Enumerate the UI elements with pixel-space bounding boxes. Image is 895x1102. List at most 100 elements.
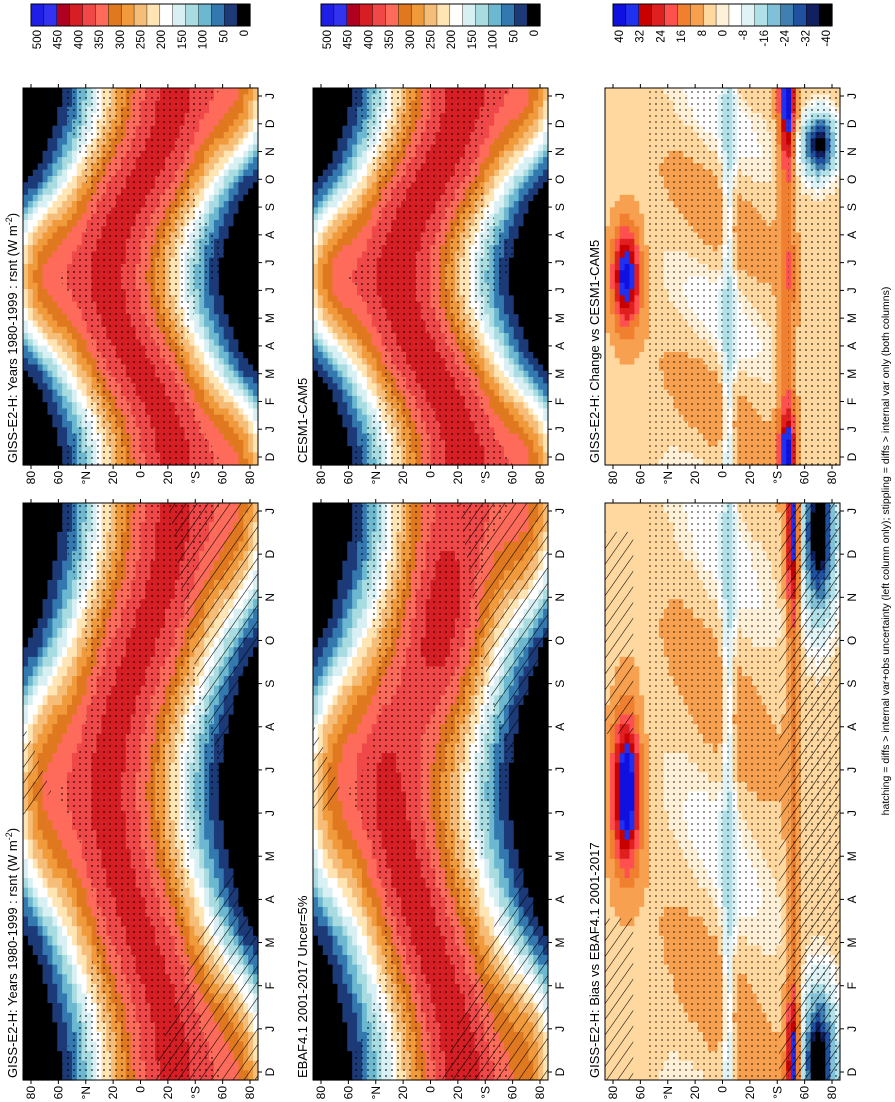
- heatmap-cell: [62, 333, 68, 340]
- heatmap-cell: [57, 113, 63, 121]
- heatmap-cell: [23, 427, 29, 435]
- heatmap-cell: [42, 1012, 49, 1023]
- heatmap-cell: [42, 714, 49, 725]
- heatmap-cell: [233, 801, 240, 812]
- heatmap-cell: [62, 753, 68, 764]
- heatmap-cell: [204, 887, 210, 898]
- heatmap-cell: [27, 945, 34, 956]
- heatmap-cell: [204, 858, 210, 870]
- heatmap-cell: [27, 446, 34, 454]
- heatmap-cell: [62, 839, 68, 850]
- heatmap-cell: [42, 333, 49, 340]
- heatmap-cell: [57, 906, 63, 918]
- heatmap-cell: [42, 125, 49, 133]
- heatmap-cell: [76, 714, 83, 725]
- heatmap-cell: [52, 541, 58, 552]
- heatmap-cell: [52, 724, 58, 735]
- heatmap-cell: [52, 282, 58, 290]
- heatmap-cell: [57, 257, 63, 265]
- heatmap-cell: [52, 1060, 58, 1071]
- heatmap-cell: [204, 897, 210, 908]
- heatmap-cell: [27, 358, 34, 366]
- heatmap-cell: [32, 916, 39, 927]
- heatmap-cell: [23, 637, 29, 648]
- heatmap-cell: [42, 704, 49, 716]
- heatmap-cell: [47, 704, 53, 716]
- heatmap-cell: [47, 439, 53, 447]
- heatmap-cell: [52, 733, 58, 745]
- heatmap-cell: [52, 295, 58, 303]
- heatmap-cell: [23, 263, 29, 271]
- heatmap-cell: [199, 878, 205, 889]
- heatmap-cell: [67, 868, 73, 879]
- heatmap-cell: [27, 849, 34, 860]
- heatmap-cell: [42, 345, 49, 353]
- month-tick-label: M: [263, 851, 277, 861]
- heatmap-cell: [62, 358, 68, 366]
- heatmap-cell: [47, 849, 53, 860]
- heatmap-cell: [71, 163, 78, 171]
- heatmap-cell: [42, 257, 49, 265]
- heatmap-cell: [47, 175, 53, 183]
- heatmap-cell: [37, 743, 44, 754]
- heatmap-cell: [23, 106, 29, 114]
- heatmap-cell: [42, 339, 49, 347]
- heatmap-cell: [23, 320, 29, 328]
- heatmap-cell: [32, 608, 39, 619]
- heatmap-cell: [42, 685, 49, 696]
- heatmap-cell: [52, 704, 58, 716]
- heatmap-cell: [47, 993, 53, 1004]
- heatmap-cell: [218, 810, 225, 821]
- heatmap-cell: [23, 333, 29, 340]
- heatmap-cell: [67, 144, 73, 152]
- heatmap-cell: [23, 433, 29, 441]
- heatmap-cell: [81, 333, 88, 340]
- heatmap-cell: [47, 219, 53, 227]
- heatmap-cell: [47, 289, 53, 296]
- heatmap-cell: [37, 276, 44, 284]
- heatmap-cell: [238, 801, 244, 812]
- heatmap-cell: [52, 829, 58, 841]
- heatmap-cell: [32, 878, 39, 889]
- heatmap-cell: [42, 307, 49, 315]
- heatmap-cell: [76, 839, 83, 850]
- heatmap-cell: [27, 94, 34, 102]
- heatmap-cell: [27, 704, 34, 716]
- heatmap-cell: [62, 608, 68, 619]
- heatmap-cell: [27, 531, 34, 543]
- heatmap-cell: [86, 935, 93, 946]
- heatmap-cell: [42, 637, 49, 648]
- heatmap-cell: [37, 906, 44, 918]
- heatmap-cell: [52, 238, 58, 246]
- heatmap-cell: [27, 503, 34, 514]
- heatmap-cell: [57, 551, 63, 562]
- heatmap-cell: [42, 1041, 49, 1052]
- heatmap-cell: [71, 704, 78, 716]
- heatmap-cell: [27, 383, 34, 391]
- heatmap-cell: [37, 541, 44, 552]
- heatmap-cell: [27, 144, 34, 152]
- heatmap-cell: [76, 238, 83, 246]
- heatmap-cell: [76, 326, 83, 334]
- heatmap-cell: [57, 307, 63, 315]
- heatmap-cell: [32, 1051, 39, 1062]
- heatmap-cell: [57, 954, 63, 966]
- heatmap-cell: [189, 868, 195, 879]
- heatmap-cell: [37, 589, 44, 600]
- heatmap-cell: [23, 820, 29, 831]
- latitude-tick-label: 20: [106, 1086, 120, 1100]
- heatmap-cell: [27, 213, 34, 221]
- heatmap-cell: [67, 974, 73, 985]
- heatmap-cell: [27, 251, 34, 259]
- heatmap-cell: [37, 452, 44, 460]
- heatmap-cell: [47, 383, 53, 391]
- heatmap-cell: [32, 238, 39, 246]
- heatmap-cell: [23, 656, 29, 668]
- heatmap-cell: [32, 339, 39, 347]
- heatmap-cell: [37, 182, 44, 190]
- heatmap-cell: [71, 724, 78, 735]
- heatmap-cell: [67, 1031, 73, 1043]
- heatmap-cell: [62, 307, 68, 315]
- heatmap-cell: [27, 131, 34, 139]
